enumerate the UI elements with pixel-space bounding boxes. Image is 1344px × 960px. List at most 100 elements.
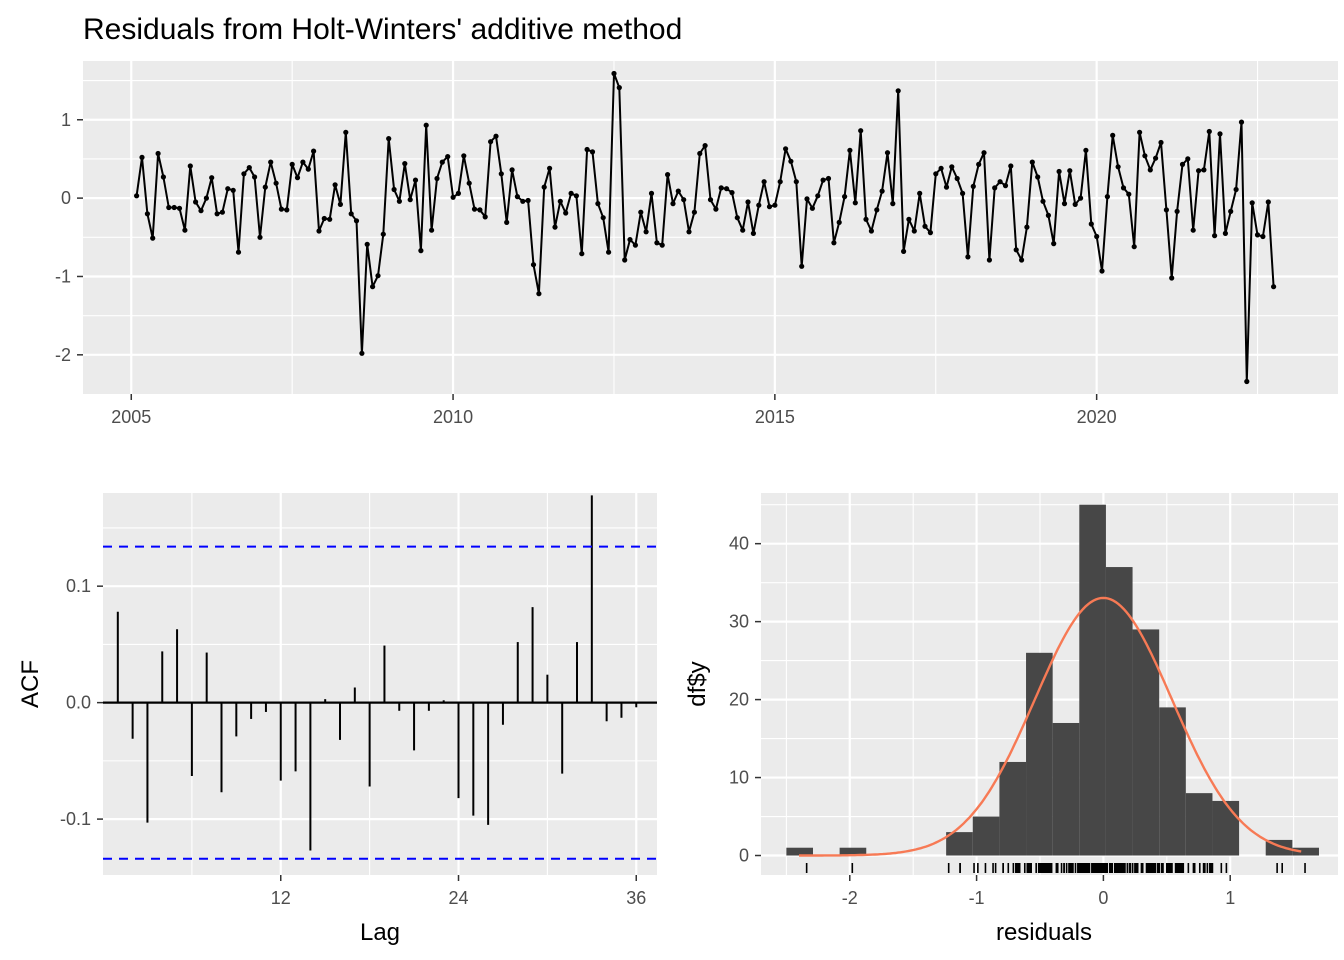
ts-residual-point (686, 229, 692, 235)
ts-residual-point (863, 216, 869, 222)
ts-residual-point (246, 165, 252, 171)
ts-residual-point (1260, 233, 1266, 240)
ts-residual-point (713, 206, 719, 212)
ts-residual-point (439, 159, 445, 165)
ts-residual-point (884, 150, 891, 156)
ts-residual-point (150, 235, 156, 241)
ts-residual-point (809, 205, 816, 211)
ts-residual-point (927, 230, 934, 236)
ts-residual-point (643, 229, 649, 235)
ts-x-tick-label: 2005 (111, 407, 151, 427)
ts-residual-point (214, 211, 220, 217)
ts-residual-point (257, 234, 263, 240)
hist-x-tick-label: -1 (969, 888, 985, 908)
ts-residual-point (1029, 159, 1035, 165)
ts-residual-point (965, 254, 971, 260)
ts-residual-point (1061, 201, 1068, 207)
ts-residual-point (396, 198, 402, 204)
ts-residual-point (777, 179, 783, 185)
ts-residual-point (1206, 128, 1212, 135)
ts-residual-point (922, 223, 928, 229)
ts-residual-point (332, 182, 338, 188)
hist-bar (1159, 707, 1186, 856)
ts-residual-point (654, 240, 660, 246)
ts-residual-point (316, 228, 322, 234)
ts-residual-point (1185, 156, 1191, 162)
ts-residual-point (353, 218, 360, 224)
ts-residual-point (370, 284, 376, 290)
ts-residual-point (595, 201, 601, 207)
ts-residual-point (359, 350, 365, 356)
ts-residual-point (187, 163, 193, 169)
ts-residual-point (504, 219, 510, 225)
ts-residual-point (1120, 185, 1127, 191)
ts-residual-point (611, 70, 617, 77)
residual-time-series: Residuals from Holt-Winters' additive me… (55, 13, 1338, 427)
acf-x-tick-label: 12 (271, 888, 291, 908)
ts-residual-point (1238, 119, 1245, 125)
ts-residual-point (648, 190, 655, 196)
hist-bar (1105, 567, 1133, 856)
ts-residual-point (627, 237, 633, 243)
ts-residual-point (665, 172, 671, 178)
ts-residual-point (429, 227, 435, 233)
ts-residual-point (1045, 212, 1051, 218)
ts-residual-point (804, 196, 810, 202)
ts-residual-point (171, 204, 177, 211)
ts-residual-point (391, 186, 397, 193)
ts-residual-point (1147, 167, 1153, 173)
ts-y-tick-label: 0 (61, 188, 71, 208)
hist-bar (946, 832, 973, 856)
ts-residual-point (911, 228, 917, 234)
ts-residual-point (600, 215, 606, 221)
acf-chart: 12 24 36 -0.1 0.0 0.1 Lag ACF (17, 493, 657, 946)
ts-residual-point (139, 154, 145, 160)
ts-residual-point (1169, 275, 1175, 281)
ts-residual-point (825, 175, 832, 182)
ts-residual-point (225, 186, 231, 192)
ts-residual-point (756, 202, 762, 208)
hist-bar (1026, 652, 1053, 856)
ts-residual-point (514, 194, 521, 200)
ts-residual-point (343, 129, 349, 135)
ts-residual-point (1104, 194, 1110, 200)
ts-residual-point (461, 153, 467, 159)
ts-residual-point (750, 230, 757, 236)
hist-x-tick-label: 0 (1098, 888, 1108, 908)
acf-y-tick-label: 0.1 (66, 576, 91, 596)
ts-residual-point (552, 224, 558, 230)
ts-residual-point (364, 241, 370, 247)
ts-residual-point (1228, 208, 1234, 214)
ts-residual-point (471, 206, 478, 212)
ts-residual-point (589, 149, 596, 155)
ts-residual-point (557, 198, 563, 204)
ts-residual-point (241, 171, 247, 177)
hist-bar (1292, 847, 1319, 856)
ts-residual-point (1083, 147, 1089, 153)
ts-residual-point (986, 257, 993, 263)
ts-residual-point (917, 190, 923, 196)
ts-residual-point (1024, 224, 1030, 230)
ts-residual-point (724, 186, 730, 192)
ts-residual-point (960, 190, 966, 196)
ts-residual-point (219, 209, 225, 215)
hist-bar (1132, 629, 1160, 856)
ts-residual-point (1067, 168, 1073, 174)
ts-residual-point (734, 215, 740, 221)
ts-residual-point (386, 136, 392, 142)
ts-residual-point (541, 184, 547, 190)
ts-residual-point (134, 193, 140, 199)
ts-residual-point (434, 175, 440, 182)
ts-residual-point (294, 175, 301, 181)
ts-y-tick-label: -2 (55, 345, 71, 365)
ts-residual-point (1196, 168, 1202, 174)
ts-residual-point (729, 190, 735, 196)
ts-residual-point (707, 197, 714, 203)
ts-residual-point (852, 200, 858, 206)
ts-panel-background (83, 61, 1338, 394)
ts-residual-point (847, 147, 853, 153)
ts-residual-point (321, 215, 327, 222)
hist-y-axis-title: df$y (684, 661, 711, 706)
ts-residual-point (691, 209, 698, 215)
